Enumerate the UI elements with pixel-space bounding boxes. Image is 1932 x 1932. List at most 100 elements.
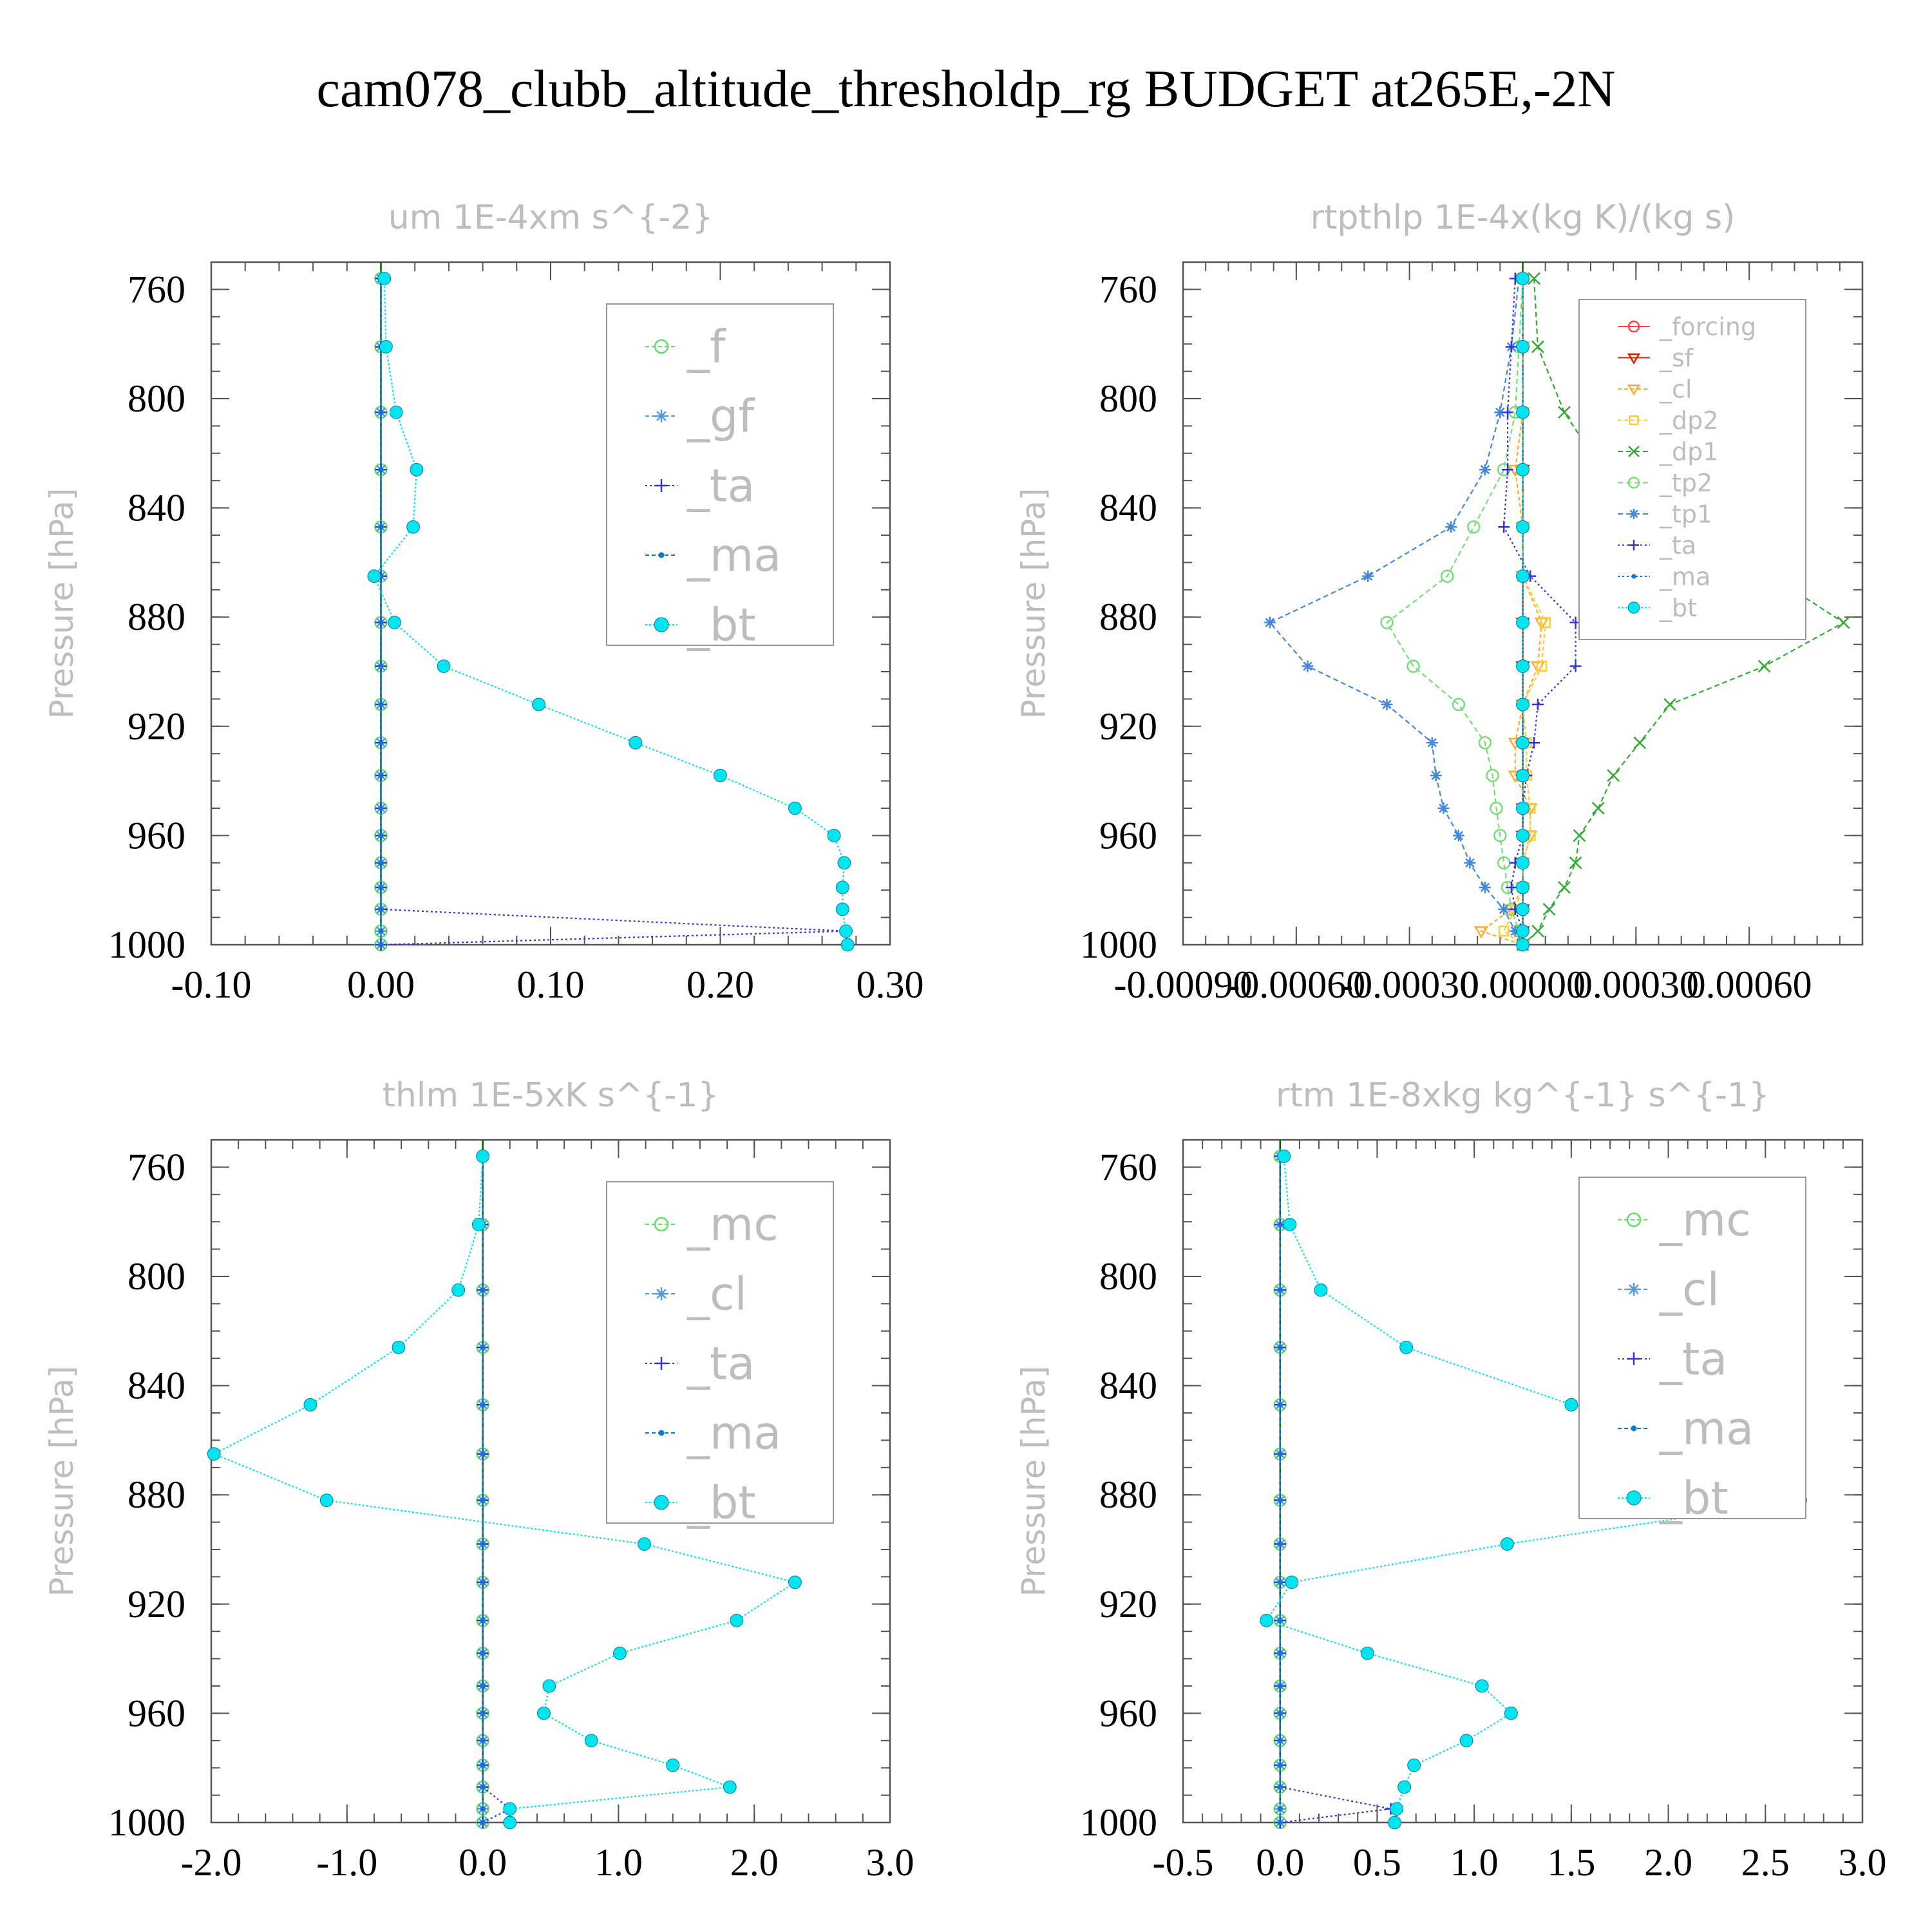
legend-label: _tp1 — [1659, 500, 1712, 528]
legend-marker — [1627, 1352, 1640, 1365]
legend-item: _cl — [1618, 1264, 1719, 1316]
legend-label: _bt — [687, 599, 756, 652]
x-tick-label: -1.0 — [316, 1841, 377, 1884]
plot-frame — [210, 1139, 891, 1824]
legend-marker — [1627, 601, 1640, 614]
x-tick-label: 0.20 — [687, 963, 754, 1006]
y-tick-label: 880 — [128, 596, 185, 638]
series-line — [1503, 278, 1577, 945]
x-tick-label: 2.0 — [1644, 1841, 1692, 1884]
legend-item: _f — [645, 321, 726, 374]
data-point — [1277, 1618, 1283, 1624]
tick-marks — [211, 261, 891, 945]
legend-marker — [1629, 509, 1639, 519]
data-point — [1536, 661, 1548, 672]
data-point — [1490, 801, 1503, 815]
y-tick-label: 880 — [1099, 596, 1157, 638]
data-point — [406, 520, 420, 534]
x-tick-label: 0.00030 — [1573, 963, 1699, 1006]
data-point — [1360, 1646, 1374, 1660]
data-point — [1479, 881, 1491, 893]
legend-item: _cl — [1618, 375, 1692, 403]
data-point — [1516, 340, 1530, 354]
data-point — [1277, 1651, 1283, 1656]
legend-box — [1578, 299, 1806, 640]
x-tick-label: 1.0 — [594, 1841, 643, 1884]
data-point — [392, 1340, 406, 1354]
x-tick-label: 2.0 — [730, 1841, 779, 1884]
y-tick-label: 800 — [1099, 377, 1157, 420]
chart-panel-1: um 1E-4xm s^{-2} Pressure [hPa] -0.10 0.00 0… — [43, 198, 924, 1006]
data-point — [1505, 881, 1517, 893]
data-point — [378, 906, 384, 912]
legend-label: _mc — [687, 1198, 779, 1251]
y-tick-label: 1000 — [1080, 1801, 1157, 1844]
data-point — [1516, 462, 1530, 477]
legend-item: _ta — [1618, 1333, 1727, 1386]
data-point — [378, 773, 384, 779]
data-point — [1277, 1710, 1283, 1716]
legend-label: _gf — [687, 390, 755, 443]
legend-item: _ta — [645, 1338, 755, 1390]
legend-box — [606, 303, 834, 646]
y-tick-label: 920 — [1099, 705, 1157, 748]
data-point — [1573, 829, 1586, 842]
tick-marks — [211, 1139, 891, 1823]
data-point — [480, 1287, 486, 1293]
legend-marker — [658, 1430, 665, 1436]
data-point — [1437, 802, 1450, 814]
series-line — [1386, 278, 1524, 945]
y-tick-label: 760 — [128, 1146, 185, 1188]
data-point — [303, 1397, 317, 1412]
legend-label: _mc — [1659, 1194, 1751, 1247]
data-point — [1516, 902, 1530, 916]
y-tick-label: 960 — [1099, 1692, 1157, 1734]
data-point — [1528, 737, 1540, 749]
legend-item: _sf — [1618, 344, 1694, 372]
data-point — [410, 462, 424, 477]
data-point — [451, 1283, 466, 1297]
legend-marker — [1627, 384, 1641, 396]
series-bt — [1516, 272, 1530, 952]
legend-label: _ma — [1659, 1403, 1754, 1455]
x-tick-label: -0.00060 — [1227, 963, 1365, 1006]
data-point — [1516, 768, 1530, 782]
y-tick-label: 1000 — [108, 1801, 185, 1844]
data-point — [1277, 1150, 1291, 1163]
legend-item: _tp1 — [1618, 500, 1712, 528]
data-point — [1381, 698, 1393, 710]
panel-title: um 1E-4xm s^{-2} — [388, 198, 714, 237]
data-point — [1277, 1738, 1283, 1743]
data-point — [378, 524, 384, 530]
data-point — [1516, 801, 1530, 815]
x-tick-label: 1.5 — [1547, 1841, 1595, 1884]
data-point — [476, 1150, 489, 1163]
legend-marker — [1629, 415, 1639, 426]
data-point — [367, 569, 381, 583]
data-point — [840, 938, 855, 952]
legend-item: _cl — [645, 1268, 747, 1321]
data-point — [1390, 1802, 1403, 1816]
legend: _mc _cl _ta _ma _bt — [606, 1181, 834, 1530]
legend-label: _dp2 — [1659, 406, 1718, 435]
data-point — [1633, 736, 1647, 750]
y-tick-label: 840 — [128, 1365, 185, 1407]
panel-title: thlm 1E-5xK s^{-1} — [383, 1076, 719, 1115]
legend-marker — [1629, 540, 1639, 551]
legend-marker — [655, 1287, 668, 1300]
data-point — [480, 1784, 486, 1790]
legend-item: _bt — [1618, 1472, 1728, 1525]
data-point — [714, 768, 727, 782]
data-point — [1564, 1397, 1578, 1412]
x-tick-label: -0.00090 — [1114, 963, 1253, 1006]
data-point — [1283, 1218, 1297, 1231]
x-tick-label: 3.0 — [866, 1841, 914, 1884]
data-point — [480, 1738, 486, 1743]
legend-label: _ta — [687, 460, 755, 513]
data-point — [1494, 406, 1506, 419]
data-point — [1277, 1762, 1283, 1768]
data-point — [1380, 616, 1394, 629]
legend-marker — [1626, 1490, 1642, 1506]
legend-item: _bt — [645, 1477, 756, 1530]
legend-marker — [658, 552, 665, 558]
